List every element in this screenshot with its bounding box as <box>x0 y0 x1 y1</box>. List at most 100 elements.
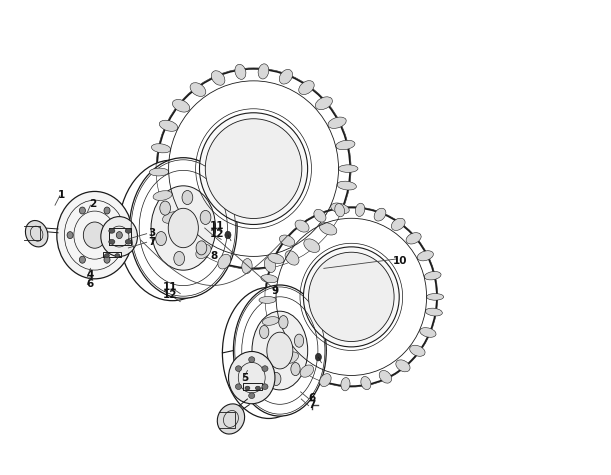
Ellipse shape <box>104 256 110 263</box>
Ellipse shape <box>116 232 122 238</box>
Ellipse shape <box>272 372 281 386</box>
Ellipse shape <box>157 69 350 268</box>
Ellipse shape <box>299 81 314 95</box>
Text: 9: 9 <box>271 285 279 296</box>
Text: 2: 2 <box>89 199 97 209</box>
Ellipse shape <box>338 165 358 172</box>
Ellipse shape <box>163 212 181 223</box>
Ellipse shape <box>218 254 231 269</box>
Ellipse shape <box>151 186 216 270</box>
Ellipse shape <box>79 256 86 263</box>
Ellipse shape <box>152 144 170 153</box>
Ellipse shape <box>101 217 137 256</box>
Ellipse shape <box>190 83 206 96</box>
Ellipse shape <box>153 191 172 200</box>
Text: 6: 6 <box>308 392 315 403</box>
Ellipse shape <box>391 218 405 230</box>
Ellipse shape <box>337 181 356 190</box>
Ellipse shape <box>304 247 399 347</box>
Ellipse shape <box>424 272 441 280</box>
Ellipse shape <box>156 231 166 246</box>
Ellipse shape <box>426 294 444 300</box>
Ellipse shape <box>271 335 287 346</box>
Ellipse shape <box>125 228 131 233</box>
Ellipse shape <box>104 207 110 214</box>
Ellipse shape <box>160 201 170 215</box>
Ellipse shape <box>229 352 275 404</box>
Ellipse shape <box>279 315 288 329</box>
Text: 4: 4 <box>87 270 94 281</box>
Ellipse shape <box>295 334 304 347</box>
Ellipse shape <box>291 362 300 376</box>
Ellipse shape <box>258 64 269 79</box>
Ellipse shape <box>200 113 307 225</box>
Ellipse shape <box>265 257 276 273</box>
Ellipse shape <box>320 374 331 387</box>
Ellipse shape <box>262 366 268 371</box>
Text: 11: 11 <box>163 282 177 293</box>
Ellipse shape <box>255 386 260 390</box>
Ellipse shape <box>341 378 350 391</box>
Ellipse shape <box>425 308 442 316</box>
Text: 6: 6 <box>87 278 94 289</box>
Ellipse shape <box>211 71 225 85</box>
Text: 5: 5 <box>241 372 248 383</box>
Ellipse shape <box>249 393 255 399</box>
Ellipse shape <box>119 160 226 301</box>
Text: 12: 12 <box>210 228 224 239</box>
Ellipse shape <box>420 328 436 337</box>
Ellipse shape <box>361 377 371 389</box>
Text: 11: 11 <box>210 220 224 231</box>
Ellipse shape <box>261 275 278 283</box>
Ellipse shape <box>79 207 86 214</box>
Text: 3: 3 <box>148 228 155 238</box>
Ellipse shape <box>168 209 199 247</box>
Ellipse shape <box>262 317 279 325</box>
Ellipse shape <box>174 251 185 266</box>
Ellipse shape <box>320 223 337 235</box>
Ellipse shape <box>256 354 265 367</box>
Ellipse shape <box>245 386 250 390</box>
Ellipse shape <box>279 235 295 246</box>
Ellipse shape <box>196 245 211 258</box>
Ellipse shape <box>396 360 410 372</box>
Ellipse shape <box>130 158 237 298</box>
Ellipse shape <box>267 332 293 369</box>
Ellipse shape <box>314 209 326 222</box>
Ellipse shape <box>379 370 392 383</box>
Text: 12: 12 <box>163 290 177 301</box>
Ellipse shape <box>125 239 131 244</box>
Ellipse shape <box>109 239 115 244</box>
Ellipse shape <box>356 203 365 217</box>
Ellipse shape <box>315 353 321 361</box>
Text: 10: 10 <box>393 256 408 266</box>
Ellipse shape <box>336 140 355 150</box>
Ellipse shape <box>196 241 207 255</box>
Ellipse shape <box>406 233 421 244</box>
Ellipse shape <box>259 296 276 304</box>
Ellipse shape <box>159 120 178 131</box>
Ellipse shape <box>374 208 386 221</box>
Ellipse shape <box>172 99 190 112</box>
Ellipse shape <box>205 119 302 218</box>
Ellipse shape <box>300 365 313 377</box>
Ellipse shape <box>309 252 394 342</box>
Ellipse shape <box>57 191 133 279</box>
Ellipse shape <box>177 230 194 243</box>
Ellipse shape <box>262 384 268 389</box>
Ellipse shape <box>260 325 269 339</box>
Ellipse shape <box>335 204 345 217</box>
Text: 7: 7 <box>308 399 315 410</box>
Ellipse shape <box>235 64 246 79</box>
Ellipse shape <box>268 254 284 264</box>
Ellipse shape <box>295 220 309 232</box>
Ellipse shape <box>67 232 73 238</box>
Text: 1: 1 <box>57 190 65 200</box>
Ellipse shape <box>109 228 115 233</box>
Ellipse shape <box>315 97 332 110</box>
Ellipse shape <box>279 69 293 84</box>
Ellipse shape <box>285 251 299 265</box>
Ellipse shape <box>410 345 425 356</box>
Ellipse shape <box>252 311 308 390</box>
Ellipse shape <box>115 254 120 257</box>
